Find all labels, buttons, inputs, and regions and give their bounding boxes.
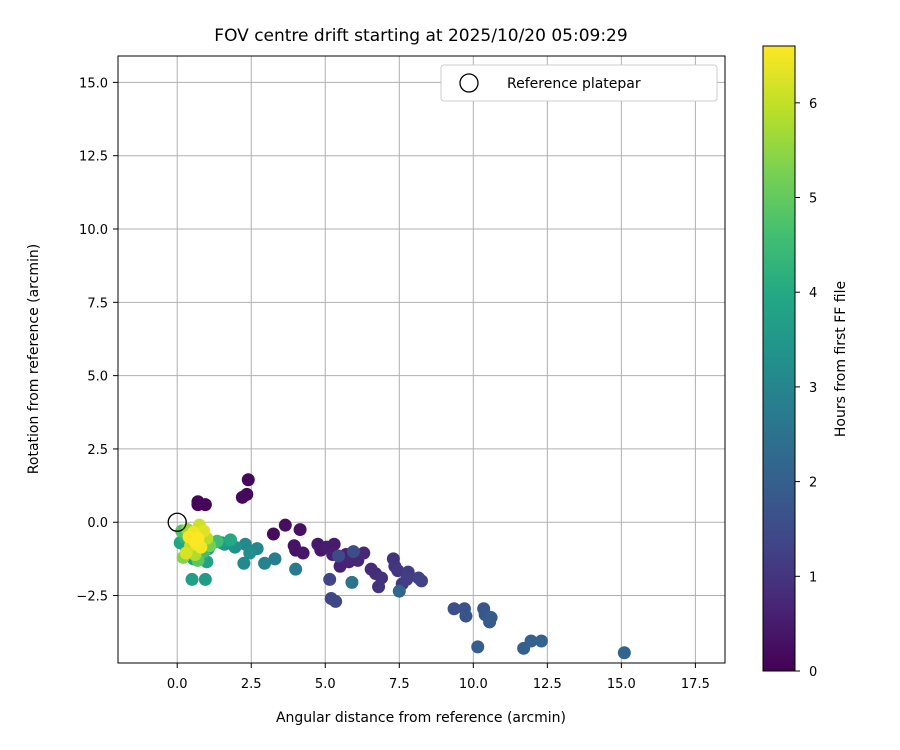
scatter-point bbox=[293, 523, 307, 537]
scatter-points bbox=[173, 473, 631, 660]
colorbar bbox=[762, 45, 796, 672]
y-tick-label: 2.5 bbox=[87, 443, 108, 458]
colorbar-tick-label: 1 bbox=[809, 570, 817, 585]
scatter-point bbox=[400, 572, 414, 586]
colorbar-tick-label: 4 bbox=[809, 286, 817, 301]
scatter-point bbox=[372, 580, 386, 594]
scatter-point bbox=[447, 602, 461, 616]
colorbar-tick-label: 6 bbox=[809, 97, 817, 112]
scatter-point bbox=[241, 473, 255, 487]
scatter-point bbox=[268, 552, 282, 566]
legend: Reference platepar bbox=[440, 64, 718, 102]
x-tick-label: 17.5 bbox=[681, 677, 710, 692]
scatter-point bbox=[357, 546, 371, 560]
colorbar-tick-label: 5 bbox=[809, 192, 817, 207]
scatter-point bbox=[617, 646, 631, 660]
x-tick-label: 5.0 bbox=[315, 677, 336, 692]
legend-label-reference: Reference platepar bbox=[507, 76, 641, 92]
scatter-point bbox=[332, 549, 346, 563]
colorbar-tick-label: 3 bbox=[809, 381, 817, 396]
colorbar-tick-label: 2 bbox=[809, 476, 817, 491]
y-tick-label: −2.5 bbox=[76, 590, 108, 605]
y-tick-label: 15.0 bbox=[79, 76, 108, 91]
scatter-point bbox=[471, 640, 485, 654]
scatter-point bbox=[266, 527, 280, 541]
x-tick-label: 15.0 bbox=[607, 677, 636, 692]
scatter-point bbox=[534, 634, 548, 648]
scatter-point bbox=[179, 546, 193, 560]
scatter-point bbox=[327, 537, 341, 551]
scatter-point bbox=[323, 572, 337, 586]
scatter-point bbox=[258, 556, 272, 570]
y-tick-label: 0.0 bbox=[87, 516, 108, 531]
scatter-point bbox=[459, 609, 473, 623]
y-tick-label: 5.0 bbox=[87, 370, 108, 385]
scatter-point bbox=[346, 545, 360, 559]
scatter-point bbox=[289, 562, 303, 576]
scatter-point bbox=[415, 574, 428, 588]
scatter-point bbox=[392, 584, 406, 598]
legend-marker-reference bbox=[459, 73, 479, 93]
grid bbox=[118, 56, 725, 663]
reference-marker-layer bbox=[167, 512, 187, 532]
colorbar-label: Hours from first FF file bbox=[833, 281, 849, 437]
x-tick-label: 12.5 bbox=[533, 677, 562, 692]
scatter-point bbox=[224, 533, 238, 547]
chart-title: FOV centre drift starting at 2025/10/20 … bbox=[214, 26, 627, 46]
reference-platepar-marker bbox=[167, 512, 187, 532]
scatter-point bbox=[391, 564, 405, 578]
scatter-point bbox=[198, 572, 212, 586]
scatter-point bbox=[243, 546, 257, 560]
scatter-point bbox=[329, 594, 343, 608]
y-tick-label: 7.5 bbox=[87, 296, 108, 311]
legend-box bbox=[440, 64, 718, 102]
colorbar-ticks: 0 1 2 3 4 5 6 bbox=[795, 97, 817, 680]
x-axis-label: Angular distance from reference (arcmin) bbox=[276, 710, 566, 726]
x-tick-label: 2.5 bbox=[241, 677, 262, 692]
scatter-point bbox=[185, 572, 199, 586]
scatter-point bbox=[524, 634, 538, 648]
scatter-point bbox=[484, 611, 498, 625]
x-tick-label: 0.0 bbox=[167, 677, 188, 692]
y-axis-ticks: −2.5 0.0 2.5 5.0 7.5 10.0 12.5 15.0 bbox=[76, 76, 118, 605]
scatter-point bbox=[278, 518, 292, 532]
scatter-point bbox=[188, 534, 202, 548]
scatter-point bbox=[345, 575, 359, 589]
scatter-point bbox=[237, 556, 251, 570]
scatter-point bbox=[191, 495, 205, 509]
y-tick-label: 10.0 bbox=[79, 223, 108, 238]
x-tick-label: 7.5 bbox=[389, 677, 410, 692]
y-tick-label: 12.5 bbox=[79, 150, 108, 165]
x-tick-label: 10.0 bbox=[459, 677, 488, 692]
x-axis-ticks: 0.0 2.5 5.0 7.5 10.0 12.5 15.0 17.5 bbox=[167, 663, 710, 692]
scatter-point bbox=[296, 546, 310, 560]
scatter-point bbox=[240, 487, 254, 501]
plot-frame bbox=[117, 55, 726, 664]
colorbar-tick-label: 0 bbox=[809, 665, 817, 680]
y-axis-label: Rotation from reference (arcmin) bbox=[26, 244, 42, 474]
